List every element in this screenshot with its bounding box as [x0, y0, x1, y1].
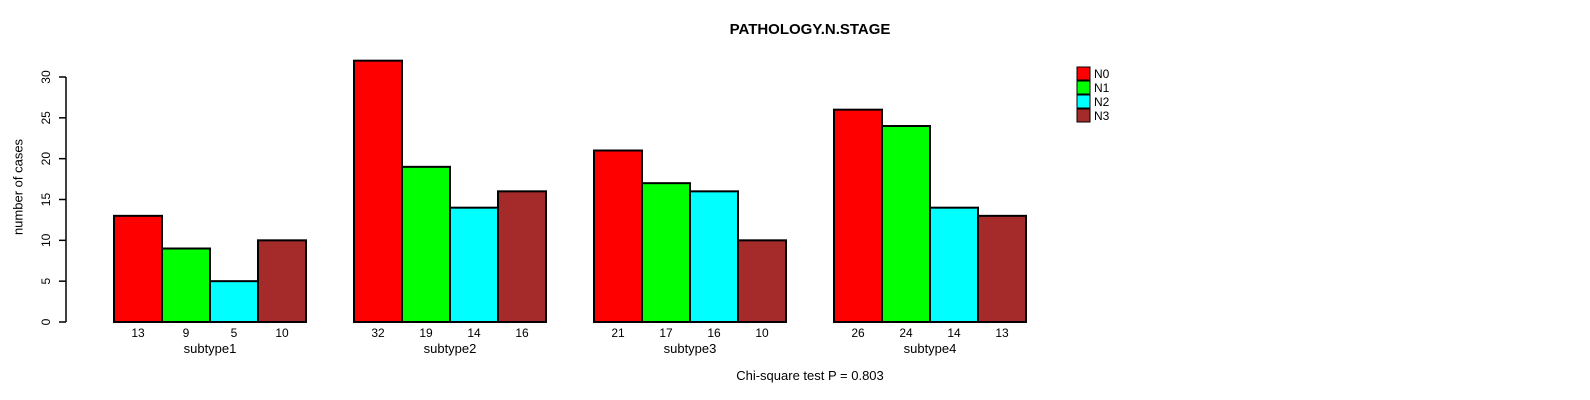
bar-value-label: 13 — [131, 326, 145, 340]
chi-square-annotation: Chi-square test P = 0.803 — [736, 368, 884, 383]
bar-N1-subtype3 — [641, 182, 691, 323]
bar-value-label: 19 — [419, 326, 433, 340]
bar-N2-subtype2 — [449, 206, 499, 324]
legend-label-N0: N0 — [1094, 67, 1110, 81]
bar-value-label: 16 — [707, 326, 721, 340]
bar-value-label: 21 — [611, 326, 625, 340]
bar-N0-subtype4 — [833, 108, 883, 323]
bar-value-label: 14 — [467, 326, 481, 340]
category-label-subtype2: subtype2 — [424, 341, 477, 356]
bar-N2-subtype3 — [689, 190, 739, 323]
bar-value-label: 13 — [995, 326, 1009, 340]
y-tick-label: 5 — [39, 278, 53, 285]
legend-label-N2: N2 — [1094, 95, 1110, 109]
category-label-subtype3: subtype3 — [664, 341, 717, 356]
bar-N3-subtype3 — [737, 239, 787, 323]
legend-swatch-N1 — [1076, 80, 1091, 95]
legend-label-N1: N1 — [1094, 81, 1110, 95]
y-tick-label: 20 — [39, 152, 53, 166]
legend-swatch-N2 — [1076, 94, 1091, 109]
bar-value-label: 16 — [515, 326, 529, 340]
bar-N0-subtype3 — [593, 149, 643, 323]
bar-N0-subtype1 — [113, 214, 163, 323]
y-tick-label: 25 — [39, 111, 53, 125]
chart-title: PATHOLOGY.N.STAGE — [729, 21, 891, 38]
bar-N1-subtype2 — [401, 165, 451, 323]
bar-value-label: 32 — [371, 326, 385, 340]
y-tick-label: 30 — [39, 70, 53, 84]
bar-N1-subtype1 — [161, 247, 211, 323]
bar-N0-subtype2 — [353, 59, 403, 324]
legend-swatch-N0 — [1076, 66, 1091, 81]
bar-N3-subtype4 — [977, 214, 1027, 323]
bar-value-label: 24 — [899, 326, 913, 340]
y-tick-label: 15 — [39, 193, 53, 207]
bar-value-label: 10 — [755, 326, 769, 340]
bar-value-label: 14 — [947, 326, 961, 340]
bar-N3-subtype2 — [497, 190, 547, 323]
y-tick-label: 10 — [39, 233, 53, 247]
category-label-subtype1: subtype1 — [184, 341, 237, 356]
bar-value-label: 17 — [659, 326, 673, 340]
bar-value-label: 10 — [275, 326, 289, 340]
legend-label-N3: N3 — [1094, 109, 1110, 123]
bar-N2-subtype4 — [929, 206, 979, 324]
bar-N3-subtype1 — [257, 239, 307, 323]
bar-N2-subtype1 — [209, 280, 259, 323]
bar-value-label: 26 — [851, 326, 865, 340]
bar-N1-subtype4 — [881, 125, 931, 323]
legend-swatch-N3 — [1076, 108, 1091, 123]
category-label-subtype4: subtype4 — [904, 341, 957, 356]
bar-value-label: 5 — [231, 326, 238, 340]
y-tick-label: 0 — [39, 318, 53, 325]
bar-value-label: 9 — [183, 326, 190, 340]
